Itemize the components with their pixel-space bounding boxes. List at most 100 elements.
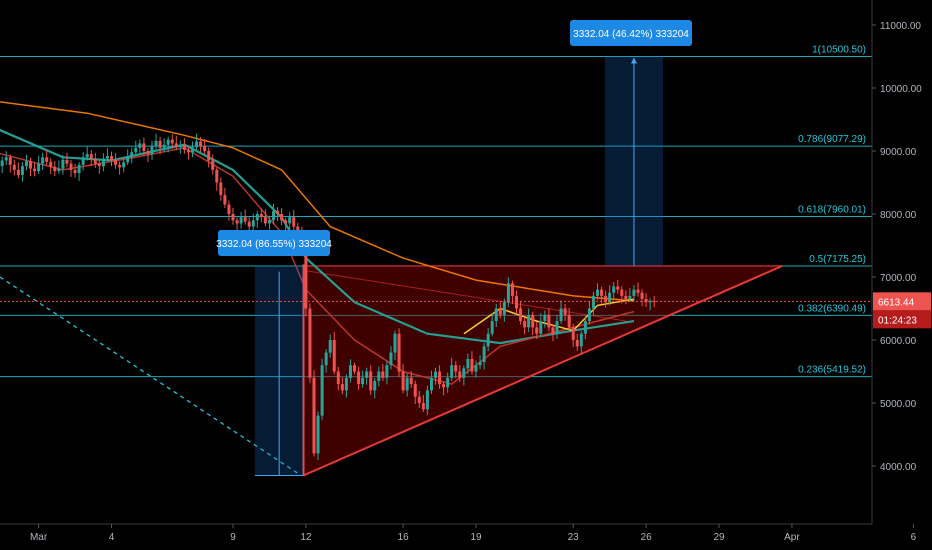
- candle-body: [130, 152, 134, 158]
- candle-body: [142, 143, 146, 151]
- candle-body: [474, 365, 478, 372]
- candle-body: [523, 321, 527, 328]
- time-tick-label: 16: [398, 532, 410, 543]
- candle-body: [340, 384, 344, 391]
- candle-body: [57, 168, 61, 172]
- candle-body: [296, 226, 300, 233]
- candle-body: [421, 403, 425, 410]
- moving-average-4: [463, 298, 635, 335]
- candle-body: [393, 333, 397, 353]
- candle-body: [385, 365, 389, 378]
- candle-body: [583, 321, 587, 334]
- candle-body: [33, 168, 37, 172]
- candle-body: [170, 139, 174, 144]
- candle-body: [199, 141, 203, 146]
- candle-body: [446, 377, 450, 388]
- candle-body: [425, 390, 429, 410]
- candle-body: [587, 308, 591, 322]
- candle-body: [652, 300, 656, 302]
- candle-body: [332, 340, 336, 372]
- candle-body: [203, 145, 207, 151]
- candle-body: [409, 377, 413, 385]
- candle-body: [280, 214, 284, 221]
- candle-body: [219, 182, 223, 196]
- price-tick-label: 10000.00: [880, 84, 922, 95]
- candle-body: [114, 159, 118, 165]
- candle-body: [37, 163, 41, 172]
- candle-body: [434, 371, 437, 378]
- price-tick-label: 8000.00: [880, 210, 917, 221]
- candle-body: [8, 157, 12, 165]
- candle-body: [105, 156, 109, 159]
- candle-body: [134, 147, 138, 153]
- measure-label-2: 3332.04 (46.42%) 333204: [573, 29, 689, 40]
- candle-body: [494, 308, 498, 322]
- candle-body: [644, 299, 648, 303]
- triangle-pattern[interactable]: [303, 265, 783, 477]
- candle-body: [316, 415, 320, 454]
- candle-body: [527, 314, 531, 328]
- candle-body: [551, 327, 555, 334]
- candle-body: [41, 157, 45, 164]
- candle-body: [24, 161, 28, 167]
- candle-body: [429, 377, 433, 391]
- fib-label-0.786: 0.786(9077.29): [798, 134, 866, 145]
- candle-body: [243, 217, 247, 222]
- candle-body: [490, 321, 494, 334]
- candle-body: [571, 327, 575, 340]
- measure-label-1-bg: [218, 230, 330, 256]
- measure-label-1: 3332.04 (86.55%) 333204: [216, 239, 332, 250]
- candle-body: [101, 158, 105, 167]
- candle-body: [336, 371, 340, 385]
- candle-body: [272, 210, 275, 221]
- candle-body: [251, 220, 255, 227]
- time-tick-label: 29: [713, 532, 725, 543]
- time-tick-label: Apr: [784, 532, 800, 543]
- candle-body: [591, 295, 595, 309]
- time-tick-label: 12: [300, 532, 312, 543]
- candle-body: [162, 144, 166, 148]
- candle-body: [45, 157, 49, 162]
- candle-body: [381, 371, 385, 378]
- candle-body: [73, 169, 77, 174]
- candle-body: [239, 217, 243, 224]
- candle-body: [61, 159, 65, 169]
- candle-body: [624, 295, 628, 300]
- candle-body: [365, 371, 369, 378]
- candle-body: [628, 295, 632, 300]
- candle-body: [12, 164, 16, 170]
- candle-body: [519, 308, 523, 322]
- candle-body: [65, 159, 69, 164]
- candle-body: [29, 161, 32, 169]
- candle-body: [227, 204, 231, 214]
- candle-body: [531, 314, 535, 328]
- candle-body: [288, 217, 292, 224]
- measure-tools[interactable]: 3332.04 (86.55%) 333204 3332.04 (46.42%) …: [216, 20, 692, 476]
- time-tick-label: 4: [109, 532, 115, 543]
- candle-body: [438, 371, 442, 385]
- candle-body: [450, 365, 454, 378]
- candle-body: [235, 220, 239, 224]
- candle-body: [579, 333, 583, 347]
- candle-body: [620, 289, 624, 296]
- candle-body: [146, 151, 150, 155]
- candle-body: [308, 308, 312, 378]
- time-tick-label: Mar: [30, 532, 48, 543]
- candle-body: [191, 147, 194, 153]
- time-tick-label: 19: [470, 532, 482, 543]
- candle-body: [486, 333, 490, 347]
- candle-body: [361, 377, 365, 385]
- candle-body: [211, 160, 215, 170]
- candle-body: [401, 371, 405, 391]
- candle-body: [312, 377, 316, 454]
- candle-body: [353, 365, 356, 372]
- candle-body: [215, 169, 219, 183]
- candle-body: [397, 333, 401, 372]
- candle-body: [502, 302, 506, 315]
- candle-body: [405, 377, 409, 391]
- measure-label-2-bg: [570, 20, 692, 46]
- candle-body: [567, 314, 571, 328]
